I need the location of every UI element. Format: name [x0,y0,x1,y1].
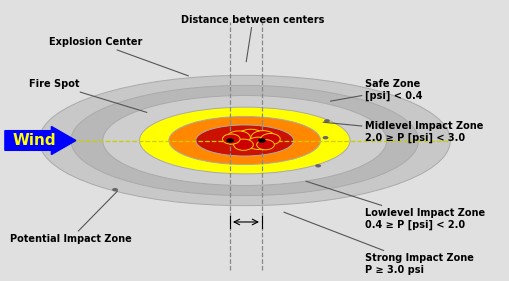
Ellipse shape [103,96,387,185]
Text: Potential Impact Zone: Potential Impact Zone [10,191,131,244]
Text: Midlevel Impact Zone
2.0 ≥ P [psi] < 3.0: Midlevel Impact Zone 2.0 ≥ P [psi] < 3.0 [323,121,483,143]
Text: Wind: Wind [12,133,56,148]
Circle shape [261,133,280,145]
Circle shape [258,138,266,143]
Text: Strong Impact Zone
P ≥ 3.0 psi: Strong Impact Zone P ≥ 3.0 psi [284,212,473,275]
Text: Lowlevel Impact Zone
0.4 ≥ P [psi] < 2.0: Lowlevel Impact Zone 0.4 ≥ P [psi] < 2.0 [306,181,485,230]
Circle shape [251,131,275,145]
Ellipse shape [169,116,321,165]
Ellipse shape [139,107,350,174]
Ellipse shape [39,75,450,206]
Circle shape [112,188,118,191]
Text: Explosion Center: Explosion Center [49,37,188,76]
Circle shape [257,140,274,150]
Circle shape [236,129,266,146]
Circle shape [323,136,328,139]
FancyArrow shape [5,126,76,155]
Circle shape [226,138,234,143]
Ellipse shape [71,85,418,196]
Text: Distance between centers: Distance between centers [181,15,324,62]
Circle shape [247,137,269,149]
Circle shape [234,139,253,150]
Circle shape [315,164,321,167]
Text: Fire Spot: Fire Spot [30,79,147,112]
Text: Safe Zone
[psi] < 0.4: Safe Zone [psi] < 0.4 [330,79,422,101]
Circle shape [222,134,240,144]
Ellipse shape [196,125,294,156]
Circle shape [324,119,330,123]
Circle shape [227,131,250,144]
